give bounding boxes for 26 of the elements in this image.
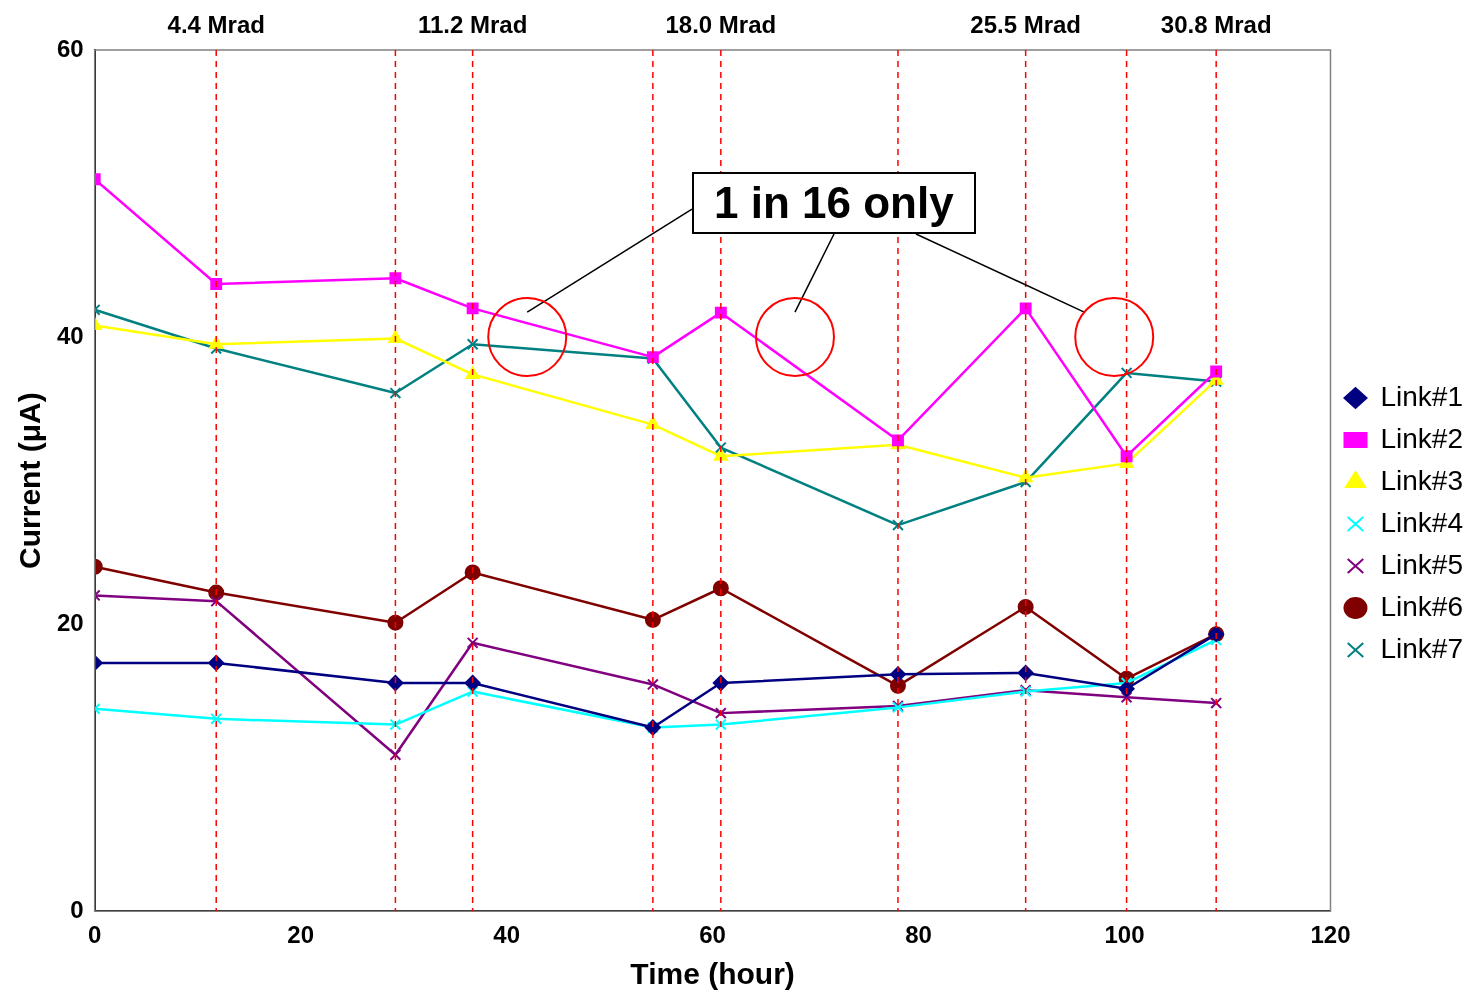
x-tick-label: 120 [1310, 921, 1351, 949]
y-tick-label: 0 [70, 895, 84, 923]
legend-label: Link#3 [1380, 464, 1464, 496]
x-axis-title: Time (hour) [630, 957, 795, 991]
legend-label: Link#7 [1380, 632, 1464, 664]
ref-line-label: 11.2 Mrad [417, 10, 528, 38]
x-tick-label: 20 [287, 921, 315, 949]
legend-label: Link#5 [1380, 548, 1464, 580]
ref-line-label: 25.5 Mrad [970, 10, 1082, 38]
legend-label: Link#4 [1380, 506, 1464, 538]
legend-label: Link#2 [1380, 422, 1464, 454]
ref-line-label: 30.8 Mrad [1160, 10, 1272, 38]
x-tick-label: 40 [493, 921, 520, 949]
x-tick-label: 80 [905, 921, 932, 949]
x-tick-label: 0 [88, 921, 102, 949]
y-tick-label: 40 [56, 321, 84, 349]
y-tick-label: 60 [56, 34, 84, 62]
x-tick-label: 60 [699, 921, 726, 949]
y-tick-label: 20 [56, 608, 84, 636]
ref-line-label: 18.0 Mrad [665, 10, 777, 38]
annotation: 1 in 16 only [691, 172, 976, 234]
legend-label: Link#6 [1380, 590, 1464, 622]
ref-line-label: 4.4 Mrad [167, 10, 265, 38]
y-axis-title: Current (μA) [13, 392, 47, 569]
legend-label: Link#1 [1380, 380, 1464, 412]
x-tick-label: 100 [1104, 921, 1145, 949]
